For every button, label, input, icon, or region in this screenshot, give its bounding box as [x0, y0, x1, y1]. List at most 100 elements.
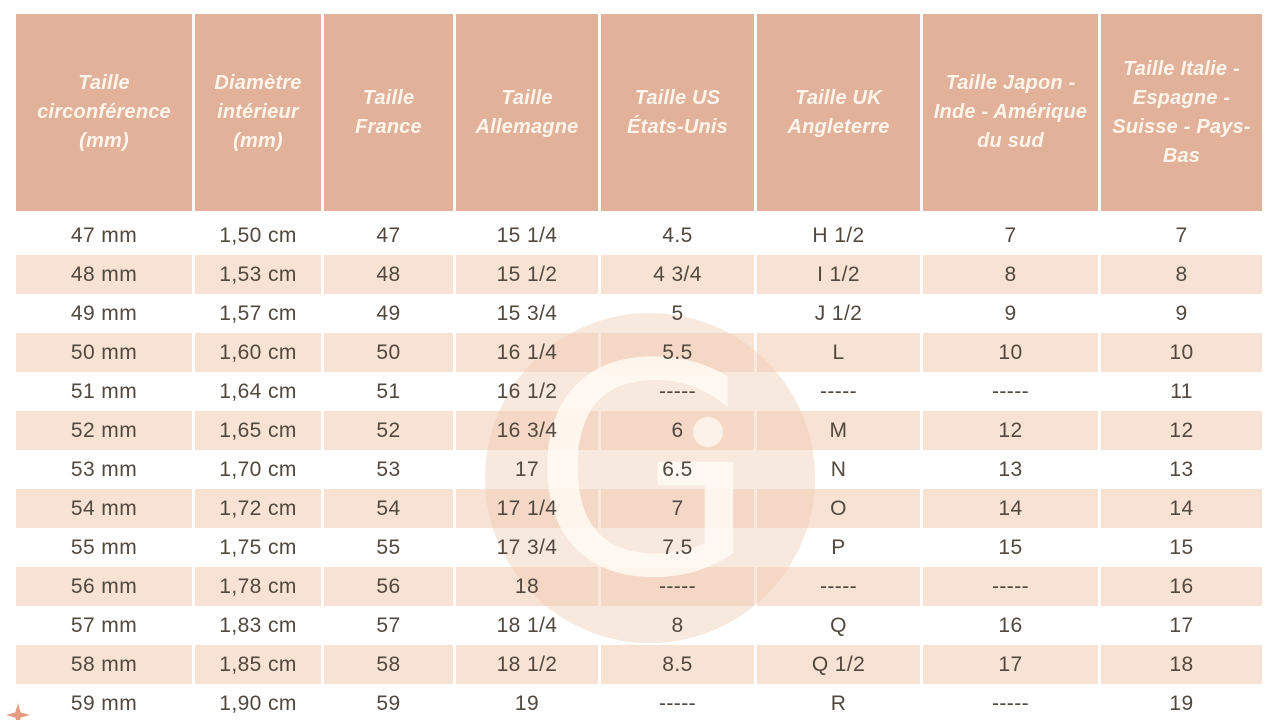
table-cell: 6.5 [662, 457, 693, 481]
table-cell: 1,75 cm [219, 535, 297, 559]
table-cell: 16 1/2 [496, 379, 558, 403]
row-stripe [16, 606, 1262, 645]
table-cell: 5 [671, 301, 684, 325]
table-cell: 6 [671, 418, 684, 442]
column-header: Taille Allemagne [475, 86, 579, 138]
table-cell: 1,78 cm [219, 574, 297, 598]
table-cell: ----- [659, 691, 696, 715]
table-cell: 14 [998, 496, 1023, 520]
table-cell: R [830, 691, 847, 715]
column-separator [453, 14, 456, 720]
table-cell: 52 mm [70, 418, 138, 442]
table-cell: 5.5 [662, 340, 693, 364]
table-cell: 9 [1004, 301, 1017, 325]
table-cell: 10 [1169, 340, 1194, 364]
table-cell: 12 [1169, 418, 1194, 442]
table-cell: ----- [992, 379, 1029, 403]
table-cell: 1,70 cm [219, 457, 297, 481]
column-separator [321, 14, 324, 720]
row-stripe [16, 255, 1262, 294]
column-separator [920, 14, 923, 720]
table-cell: 19 [1169, 691, 1194, 715]
table-cell: 54 mm [70, 496, 138, 520]
table-cell: ----- [659, 574, 696, 598]
table-cell: L [832, 340, 845, 364]
table-cell: Q [830, 613, 847, 637]
table-cell: 1,50 cm [219, 223, 297, 247]
table-cell: 14 [1169, 496, 1194, 520]
table-cell: 50 mm [70, 340, 138, 364]
table-cell: 16 [998, 613, 1023, 637]
table-cell: ----- [992, 691, 1029, 715]
table-cell: 47 mm [70, 223, 138, 247]
table-cell: 8 [671, 613, 684, 637]
table-cell: ----- [992, 574, 1029, 598]
table-cell: 1,72 cm [219, 496, 297, 520]
row-stripe [16, 684, 1262, 720]
table-cell: 17 3/4 [496, 535, 558, 559]
table-cell: J 1/2 [814, 301, 863, 325]
header-band [16, 14, 1262, 211]
table-cell: 10 [998, 340, 1023, 364]
table-cell: 1,83 cm [219, 613, 297, 637]
table-cell: 1,60 cm [219, 340, 297, 364]
table-cell: 19 [514, 691, 540, 715]
column-header: Taille US États-Unis [627, 86, 728, 138]
table-cell: 15 1/2 [496, 262, 558, 286]
table-cell: 9 [1175, 301, 1188, 325]
row-stripe [16, 645, 1262, 684]
column-header: Diamètre intérieur (mm) [214, 72, 302, 152]
table-cell: 53 [376, 457, 401, 481]
row-stripe [16, 489, 1262, 528]
table-cell: 1,65 cm [219, 418, 297, 442]
table-cell: 54 [376, 496, 401, 520]
table-cell: ----- [820, 574, 857, 598]
table-cell: 13 [998, 457, 1023, 481]
table-cell: I 1/2 [817, 262, 860, 286]
column-header: Taille UK Angleterre [787, 86, 890, 138]
table-cell: 49 [376, 301, 401, 325]
column-header: Taille Japon - Inde - Amérique du sud [933, 72, 1088, 152]
table-cell: 47 [376, 223, 401, 247]
table-cell: 57 [376, 613, 401, 637]
table-cell: 7.5 [662, 535, 693, 559]
column-separator [192, 14, 195, 720]
table-cell: N [830, 457, 847, 481]
table-cell: Q 1/2 [811, 652, 866, 676]
table-cell: 4 3/4 [653, 262, 702, 286]
size-table-grid: Taille circonférence (mm) Diamètre intéri… [16, 14, 1262, 720]
table-cell: 1,57 cm [219, 301, 297, 325]
table-cell: 1,64 cm [219, 379, 297, 403]
row-stripe [16, 567, 1262, 606]
table-background [16, 14, 1262, 720]
table-cell: 56 mm [70, 574, 138, 598]
row-stripe [16, 216, 1262, 255]
table-cell: 8 [1175, 262, 1188, 286]
row-stripe [16, 333, 1262, 372]
table-cell: H 1/2 [812, 223, 865, 247]
row-stripe [16, 372, 1262, 411]
table-cell: 8 [1004, 262, 1017, 286]
table-cell: 17 [514, 457, 540, 481]
column-separator [754, 14, 757, 720]
table-cell: P [831, 535, 846, 559]
table-cell: 56 [376, 574, 401, 598]
column-header: Taille Italie - Espagne - Suisse - Pays-… [1112, 57, 1251, 167]
table-cell: 58 [376, 652, 401, 676]
table-cell: 55 [376, 535, 401, 559]
table-cell: 15 3/4 [496, 301, 558, 325]
table-cell: 17 [1169, 613, 1194, 637]
table-cell: 8.5 [662, 652, 693, 676]
table-cell: 59 [376, 691, 401, 715]
table-cell: 1,85 cm [219, 652, 297, 676]
table-cell: 48 [376, 262, 401, 286]
table-cell: 51 mm [70, 379, 138, 403]
table-cell: 17 [998, 652, 1023, 676]
table-cell: 52 [376, 418, 401, 442]
row-stripe [16, 450, 1262, 489]
table-cell: 16 [1169, 574, 1194, 598]
table-cell: 49 mm [70, 301, 138, 325]
table-cell: 13 [1169, 457, 1194, 481]
table-cell: 16 3/4 [496, 418, 558, 442]
